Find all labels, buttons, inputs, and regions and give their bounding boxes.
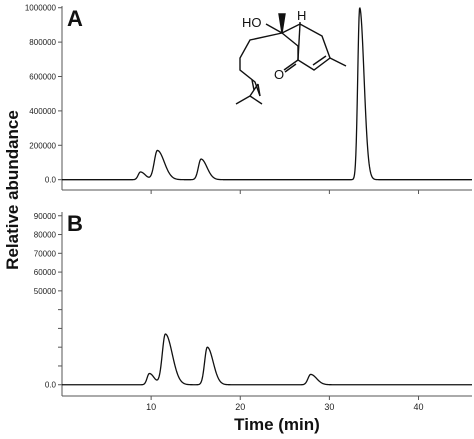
panel-b-y-tick-label: 80000	[34, 231, 57, 240]
panel-b-y-tick-label: 60000	[34, 268, 57, 277]
x-axis-label: Time (min)	[234, 415, 320, 434]
panel-b-y-tick-label: 0.0	[45, 381, 57, 390]
panel-b-y-tick-label: 50000	[34, 287, 57, 296]
panel-a-x-ticks	[150, 190, 420, 194]
isopropylidene-methyl	[249, 95, 263, 105]
panel-b-x-tick-label: 40	[414, 402, 424, 412]
panel-a-chromatogram-trace	[61, 7, 473, 181]
panel-a-label: A	[67, 6, 83, 31]
methyl-wedge	[278, 13, 286, 34]
hydroxyl-label: HO	[242, 15, 262, 30]
panel-b: B 0.0 50000 60000 70000 80000 90000 10 20 30 40	[34, 211, 473, 412]
hydroxyl-bond	[265, 23, 283, 34]
panel-a-y-tick-label: 600000	[29, 73, 56, 82]
ketone-bond	[283, 59, 299, 71]
panel-b-y-ticks: 0.0 50000 60000 70000 80000 90000	[34, 212, 62, 390]
panel-b-chromatogram-trace	[61, 333, 473, 386]
ketone-double-bond	[284, 63, 297, 73]
macrocycle-bonds	[239, 32, 283, 97]
panel-b-y-tick-label: 70000	[34, 249, 57, 258]
panel-b-x-tick-label: 20	[235, 402, 245, 412]
isopropylidene-bonds	[235, 83, 259, 105]
alkene-double-bond	[251, 79, 255, 91]
chemical-structure	[235, 13, 347, 105]
carbonyl-oxygen-label: O	[274, 67, 284, 82]
ring-bond	[281, 32, 299, 47]
panel-b-y-tick-label: 90000	[34, 212, 57, 221]
panel-a-y-tick-label: 800000	[29, 38, 56, 47]
y-axis-label: Relative abundance	[3, 110, 22, 270]
cyclohexenone-bonds	[281, 23, 331, 71]
panel-a-y-tick-label: 0.0	[45, 176, 57, 185]
panel-a-y-tick-label: 1000000	[25, 4, 57, 13]
panel-a-y-tick-label: 200000	[29, 141, 56, 150]
panel-a-y-tick-label: 400000	[29, 107, 56, 116]
ring-methyl-bond	[329, 57, 347, 67]
panel-b-x-tick-label: 30	[324, 402, 334, 412]
stereo-hydrogen-label: H	[297, 8, 306, 23]
panel-b-x-tick-label: 10	[146, 402, 156, 412]
panel-b-label: B	[67, 211, 83, 236]
panel-b-x-ticks: 10 20 30 40	[146, 396, 424, 412]
double-bond-ring	[312, 55, 327, 66]
panel-a-y-ticks: 0.0 200000 400000 600000 800000 1000000	[25, 4, 62, 185]
side-chain-bond	[257, 83, 261, 97]
ring-closure-bond	[297, 23, 301, 61]
panel-a: A 0.0 200000 400000 600000 800000 1000000	[25, 4, 473, 194]
